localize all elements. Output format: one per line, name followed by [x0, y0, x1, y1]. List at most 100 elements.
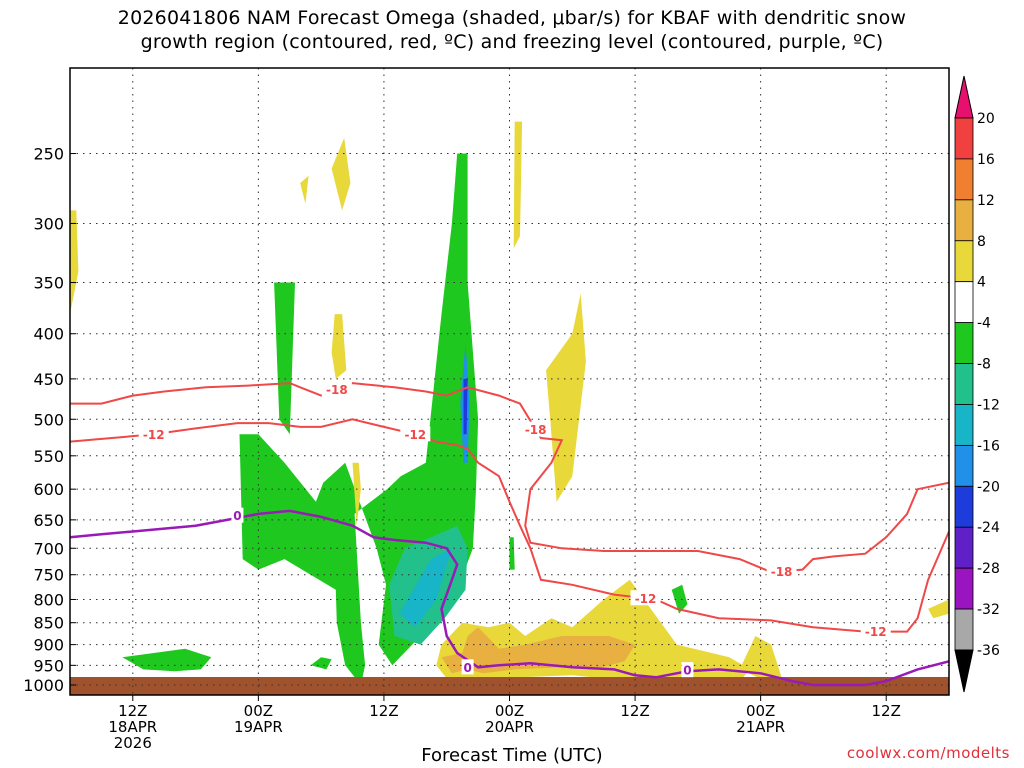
- colorbar-top-tip: [954, 75, 974, 119]
- colorbar-label-7: -12: [977, 397, 1000, 413]
- omega-positive-region-2: [546, 293, 586, 502]
- colorbar-label-3: 8: [977, 234, 986, 250]
- freezing-label-bg-1: [461, 659, 474, 675]
- colorbar-band-4: [954, 281, 974, 324]
- colorbar-label-9: -20: [977, 479, 1000, 495]
- omega-positive-region-3: [331, 314, 347, 379]
- contour-labels: -18 -12 -18 -12 -12 -18 -12 0 0 0: [138, 381, 891, 678]
- y-tick-label-400: 400: [33, 325, 64, 344]
- colorbar: 20 16 12 8 4 -4 -8 -12 -16 -20 -24 -28 -32 -36: [954, 75, 1000, 693]
- colorbar-band-2: [954, 199, 974, 242]
- y-tick-label-350: 350: [33, 274, 64, 293]
- dgz-label-6: -12: [865, 625, 887, 639]
- colorbar-band-1: [954, 158, 974, 201]
- colorbar-label-8: -16: [977, 438, 1000, 454]
- site-credit[interactable]: coolwx.com/modelts: [846, 744, 1010, 762]
- title-line-1: 2026041806 NAM Forecast Omega (shaded, μ…: [117, 7, 907, 29]
- dgz-label-5: -18: [525, 423, 547, 437]
- y-tick-label-300: 300: [33, 214, 64, 233]
- dgz-label-bg-1: [138, 426, 169, 442]
- colorbar-band-10: [954, 526, 974, 569]
- omega-positive-region-1: [441, 627, 636, 674]
- dgz-label-bg-2: [766, 563, 797, 579]
- x-tick-label-18-1: 19APR: [234, 718, 283, 736]
- colorbar-bottom-tip: [954, 649, 974, 693]
- freezing-label-bg-0: [231, 507, 244, 523]
- omega-shading: [70, 121, 949, 685]
- omega-positive-region-6: [331, 137, 351, 211]
- colorbar-label-13: -36: [977, 643, 1000, 659]
- colorbar-band-12: [954, 608, 974, 651]
- colorbar-label-2: 12: [977, 193, 995, 209]
- x-tick-label-6-2: 2026: [114, 734, 152, 752]
- dgz-label-1: -12: [143, 428, 165, 442]
- omega-negative-region-5: [274, 282, 295, 435]
- y-tick-label-950: 950: [33, 656, 64, 675]
- dgz-label-bg-5: [520, 421, 551, 437]
- omega-negative-region-2: [399, 548, 452, 628]
- colorbar-label-12: -32: [977, 602, 1000, 618]
- x-axis-title: Forecast Time (UTC): [421, 745, 603, 766]
- page-title: 2026041806 NAM Forecast Omega (shaded, μ…: [0, 6, 1024, 54]
- omega-negative-region-9: [671, 584, 688, 614]
- colorbar-label-1: 16: [977, 152, 995, 168]
- title-line-2: growth region (contoured, red, ºC) and f…: [140, 31, 884, 53]
- freezing-label-2: 0: [683, 664, 691, 678]
- dgz-contour-1: [70, 418, 949, 633]
- y-tick-label-900: 900: [33, 636, 64, 655]
- omega-positive-region-10: [928, 599, 949, 619]
- colorbar-label-4: 4: [977, 275, 986, 291]
- y-tick-label-550: 550: [33, 447, 64, 466]
- colorbar-band-0: [954, 117, 974, 160]
- x-tick-label-66-1: 21APR: [736, 718, 785, 736]
- colorbar-label-6: -8: [977, 357, 991, 373]
- y-tick-label-250: 250: [33, 145, 64, 164]
- dgz-label-0: -18: [326, 383, 348, 397]
- colorbar-band-7: [954, 404, 974, 446]
- x-tick-label-42-1: 20APR: [485, 718, 534, 736]
- dgz-label-bg-6: [860, 623, 891, 639]
- dgz-label-bg-0: [321, 381, 352, 397]
- colorbar-band-5: [954, 322, 974, 364]
- freezing-label-bg-2: [681, 662, 694, 678]
- omega-negative-region-6: [122, 648, 212, 672]
- y-tick-label-650: 650: [33, 511, 64, 530]
- colorbar-band-6: [954, 363, 974, 405]
- x-tick-label-18-0: 00Z: [244, 702, 273, 720]
- colorbar-band-9: [954, 485, 974, 528]
- colorbar-label-10: -24: [977, 520, 1000, 536]
- colorbar-label-11: -28: [977, 561, 1000, 577]
- x-tick-label-6-0: 12Z: [118, 702, 147, 720]
- omega-negative-region-7: [310, 657, 332, 670]
- grid-lines: [70, 68, 949, 695]
- y-tick-label-1000: 1000: [23, 676, 64, 695]
- colorbar-label-0: 20: [977, 111, 995, 127]
- dgz-label-4: -12: [404, 428, 426, 442]
- dgz-contour-0: [70, 382, 949, 574]
- y-tick-label-850: 850: [33, 614, 64, 633]
- omega-positive-region-8: [513, 121, 523, 249]
- colorbar-band-8: [954, 444, 974, 487]
- freezing-label-0: 0: [233, 509, 241, 523]
- colorbar-band-3: [954, 240, 974, 283]
- y-tick-label-700: 700: [33, 539, 64, 558]
- omega-positive-region-7: [300, 175, 309, 204]
- x-tick-label-42-0: 00Z: [495, 702, 524, 720]
- dgz-label-2: -18: [771, 565, 793, 579]
- omega-positive-region-9: [739, 636, 782, 682]
- contour-lines: [70, 382, 949, 687]
- freezing-level-contour: [70, 509, 949, 687]
- x-tick-label-54-0: 12Z: [620, 702, 649, 720]
- y-tick-label-450: 450: [33, 370, 64, 389]
- y-tick-label-750: 750: [33, 566, 64, 585]
- dgz-label-3: -12: [635, 592, 657, 606]
- x-tick-label-66-0: 00Z: [746, 702, 775, 720]
- colorbar-label-5: -4: [977, 316, 991, 332]
- y-tick-label-600: 600: [33, 480, 64, 499]
- colorbar-band-11: [954, 567, 974, 610]
- freezing-label-1: 0: [463, 661, 471, 675]
- omega-negative-region-8: [509, 537, 515, 570]
- dgz-label-bg-3: [630, 590, 661, 606]
